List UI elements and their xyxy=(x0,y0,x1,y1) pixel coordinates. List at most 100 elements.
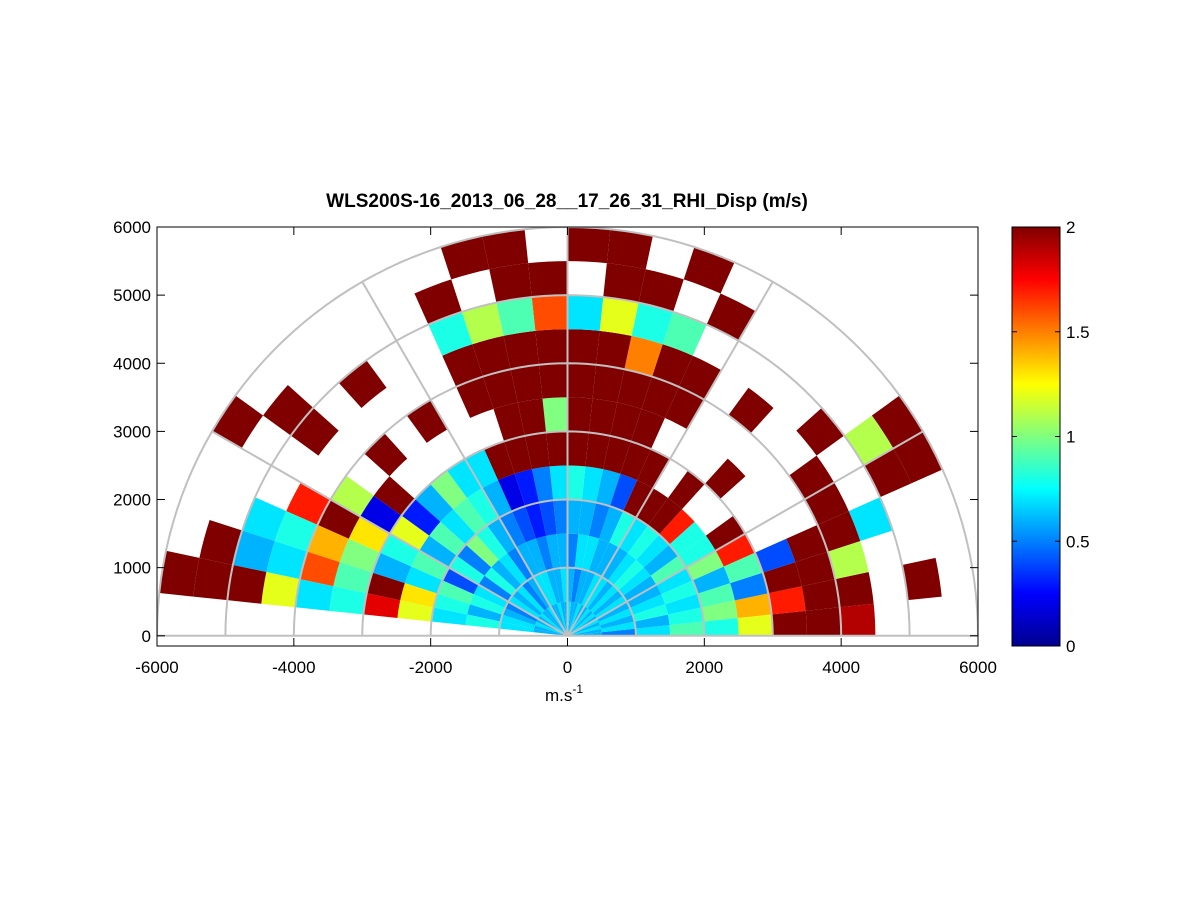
cell xyxy=(848,497,893,542)
cell xyxy=(510,364,543,403)
cell xyxy=(329,586,367,615)
cell xyxy=(701,600,738,622)
cell xyxy=(539,612,568,636)
cell xyxy=(475,525,508,560)
cell xyxy=(261,572,300,608)
cell xyxy=(503,330,539,370)
cell xyxy=(662,311,707,356)
cell xyxy=(817,511,861,552)
cell xyxy=(567,628,602,636)
cell xyxy=(902,557,942,601)
x-tick-label: 4000 xyxy=(822,658,860,677)
y-tick-label: 0 xyxy=(142,627,151,646)
cell xyxy=(590,585,619,613)
cell xyxy=(491,559,522,591)
cell xyxy=(542,397,568,433)
cell xyxy=(401,499,441,536)
cell xyxy=(567,625,601,636)
cell xyxy=(730,572,769,601)
cell xyxy=(487,517,517,554)
cell xyxy=(595,595,627,619)
cell xyxy=(630,408,665,450)
cell xyxy=(683,247,735,294)
cell xyxy=(588,538,610,574)
cell xyxy=(678,535,716,568)
cell xyxy=(755,538,796,573)
cell xyxy=(466,488,500,526)
cell xyxy=(618,517,648,554)
spoke xyxy=(566,281,774,637)
cell xyxy=(193,557,233,601)
cell xyxy=(609,511,636,548)
cell xyxy=(665,593,702,615)
x-axis-label: m.s-1 xyxy=(545,682,583,705)
cell xyxy=(299,551,340,587)
cell xyxy=(632,604,668,622)
cell xyxy=(456,544,492,576)
cell xyxy=(363,593,401,618)
cell xyxy=(307,524,349,563)
x-tick-label: 2000 xyxy=(685,658,723,677)
cell xyxy=(467,604,503,622)
cell xyxy=(263,385,314,436)
cell xyxy=(430,470,467,510)
cell xyxy=(560,601,568,636)
cell xyxy=(373,476,415,516)
cell xyxy=(411,550,449,581)
cell xyxy=(286,482,331,525)
cell xyxy=(703,617,739,636)
cell xyxy=(517,398,547,436)
cell xyxy=(404,566,443,594)
cell xyxy=(835,572,874,608)
cell xyxy=(516,585,545,613)
cell xyxy=(656,567,693,595)
colorbar xyxy=(1011,226,1061,647)
cell xyxy=(571,568,582,603)
cell xyxy=(796,407,845,456)
colorbar-tick-label: 1 xyxy=(1066,428,1075,447)
cell xyxy=(534,625,568,636)
cell xyxy=(618,567,651,596)
cell xyxy=(433,593,470,615)
cell xyxy=(667,607,704,626)
y-tick-label: 1000 xyxy=(113,559,151,578)
cell xyxy=(465,614,501,629)
y-tick-label: 6000 xyxy=(113,218,151,237)
cell xyxy=(560,567,568,602)
cell xyxy=(567,608,591,636)
cell xyxy=(598,608,633,626)
cell xyxy=(595,469,621,507)
cell xyxy=(599,296,639,336)
cell xyxy=(295,579,334,611)
cell xyxy=(442,567,479,595)
cell xyxy=(574,569,589,604)
cell xyxy=(601,628,636,636)
cell xyxy=(692,566,731,594)
cell xyxy=(581,573,602,607)
cell xyxy=(211,395,264,449)
cell xyxy=(542,610,568,636)
cell xyxy=(535,329,568,365)
cell xyxy=(553,499,568,535)
cell xyxy=(499,621,535,633)
cell xyxy=(578,500,596,536)
cell xyxy=(338,360,387,408)
cell xyxy=(500,614,535,629)
cell xyxy=(232,530,275,573)
cell xyxy=(497,473,526,512)
cell xyxy=(638,269,684,312)
cell xyxy=(704,458,746,500)
cell xyxy=(330,475,374,517)
cell xyxy=(484,441,515,481)
colorbar-tick-label: 2 xyxy=(1066,218,1075,237)
cell xyxy=(567,603,582,636)
cell xyxy=(504,435,532,474)
cell xyxy=(643,544,679,576)
cell xyxy=(567,227,611,264)
cell xyxy=(533,628,568,636)
spoke xyxy=(567,430,924,637)
cell xyxy=(478,575,513,602)
cell xyxy=(659,509,695,545)
cell xyxy=(686,550,724,581)
